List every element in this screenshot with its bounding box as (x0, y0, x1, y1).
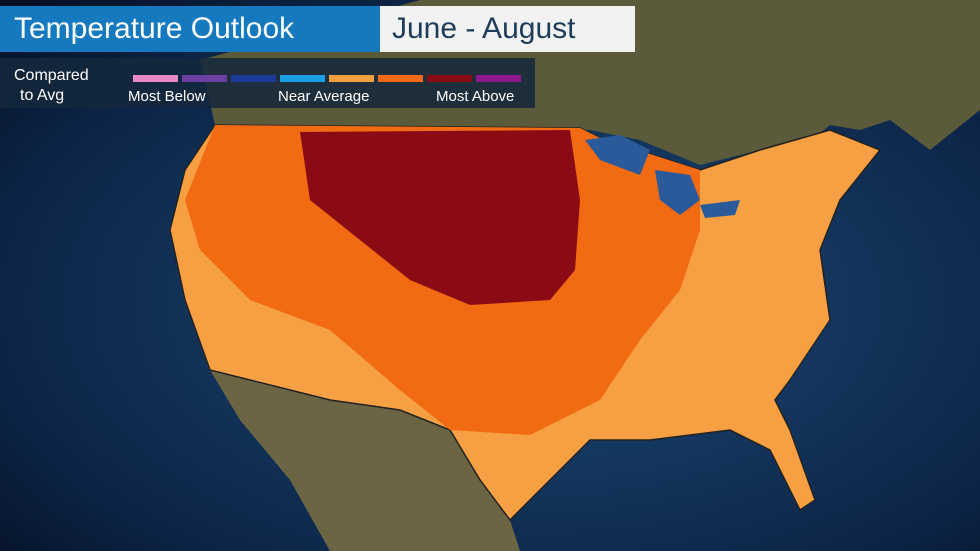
legend-swatches (133, 75, 521, 82)
legend-heading: Compared (14, 67, 89, 84)
mexico (210, 370, 520, 551)
title-box (0, 6, 380, 52)
legend-label: Most Below (128, 88, 206, 105)
legend-label: Most Above (436, 88, 514, 105)
period: June - August (392, 12, 576, 45)
great-lakes (585, 135, 740, 218)
legend-swatch (427, 75, 472, 82)
us-much-above (300, 130, 580, 305)
legend-swatch (133, 75, 178, 82)
legend-swatch (231, 75, 276, 82)
title: Temperature Outlook (14, 12, 295, 45)
legend-box (0, 58, 535, 108)
legend-swatch (280, 75, 325, 82)
legend-heading: to Avg (20, 87, 64, 104)
legend-label: Near Average (278, 88, 369, 105)
legend-swatch (476, 75, 521, 82)
legend-swatch (378, 75, 423, 82)
legend-swatch (329, 75, 374, 82)
legend-swatch (182, 75, 227, 82)
period-box (380, 6, 635, 52)
